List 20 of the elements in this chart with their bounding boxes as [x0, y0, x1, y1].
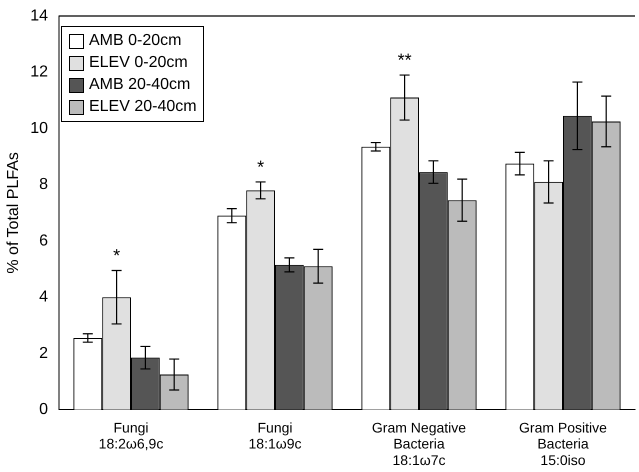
- annotation: **: [398, 50, 412, 70]
- x-tick-label: Gram Positive Bacteria 15:0iso: [519, 420, 608, 468]
- x-tick-label: Fungi 18:1ω9c: [248, 420, 302, 452]
- annotation: *: [257, 156, 264, 177]
- y-tick-label: 2: [39, 344, 48, 362]
- legend-label: AMB 20-40cm: [88, 75, 190, 95]
- annotation: *: [113, 245, 120, 266]
- legend-label: ELEV 20-40cm: [88, 97, 197, 117]
- x-tick-label: Fungi 18:2ω6,9c: [98, 420, 164, 452]
- y-tick-label: 4: [39, 288, 48, 306]
- x-tick-label: Gram Negative Bacteria 18:1ω7c: [372, 420, 466, 468]
- y-tick-label: 0: [39, 401, 48, 418]
- y-axis-title: % of Total PLFAs: [5, 152, 22, 274]
- legend-label: AMB 0-20cm: [88, 31, 182, 51]
- y-tick-label: 8: [39, 176, 48, 194]
- y-tick-label: 6: [39, 232, 48, 250]
- y-tick-label: 12: [30, 64, 48, 81]
- y-tick-label: 14: [30, 7, 48, 24]
- legend-label: ELEV 0-20cm: [88, 53, 188, 73]
- y-tick-label: 10: [30, 120, 48, 137]
